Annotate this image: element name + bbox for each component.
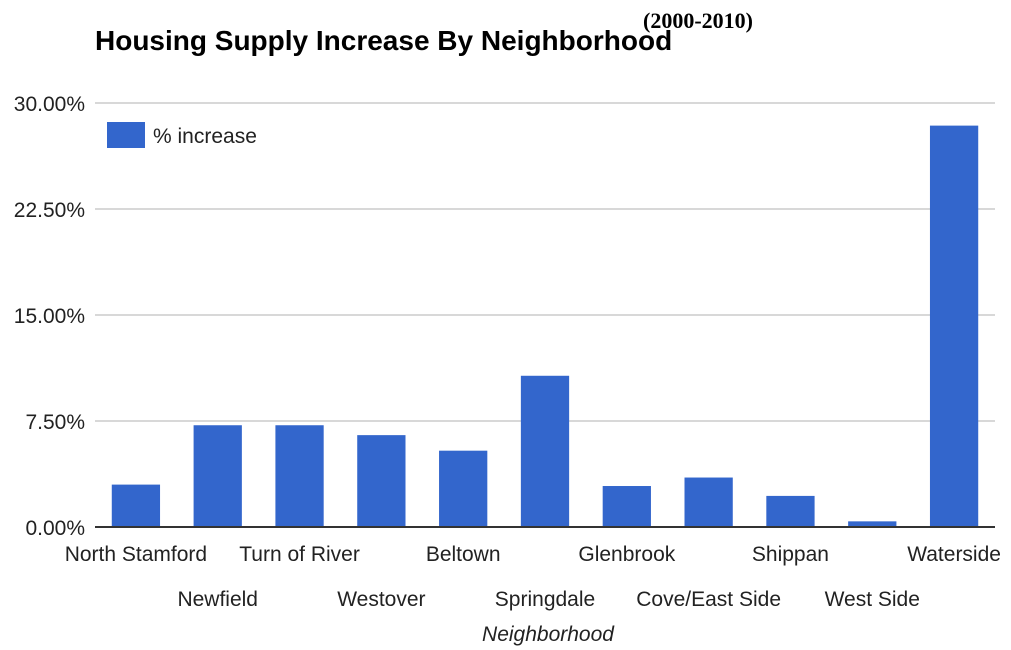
legend-swatch — [107, 122, 145, 148]
bar — [439, 450, 488, 527]
bar — [848, 521, 897, 527]
bar — [929, 125, 979, 527]
x-tick-label: Shippan — [752, 543, 829, 566]
x-tick-label: Waterside — [907, 543, 1001, 566]
x-tick-label: Newfield — [177, 588, 258, 611]
bars — [111, 125, 979, 527]
x-tick-label: Turn of River — [239, 543, 360, 566]
x-tick-label: Springdale — [495, 588, 595, 611]
x-tick-label: West Side — [825, 588, 920, 611]
x-tick-label: Beltown — [426, 543, 501, 566]
legend: % increase — [107, 122, 257, 148]
bar — [111, 484, 161, 527]
legend-label: % increase — [153, 125, 257, 148]
bar — [766, 495, 815, 527]
bar — [357, 435, 406, 527]
y-tick-label: 0.00% — [25, 517, 85, 540]
bar — [602, 486, 651, 527]
y-tick-label: 7.50% — [25, 411, 85, 434]
bar — [193, 425, 242, 527]
y-tick-label: 22.50% — [14, 199, 85, 222]
bar — [684, 477, 733, 527]
x-tick-label: North Stamford — [65, 543, 207, 566]
chart-subtitle: (2000-2010) — [643, 8, 753, 33]
y-tick-label: 15.00% — [14, 305, 85, 328]
x-tick-label: Westover — [337, 588, 425, 611]
x-tick-label: Cove/East Side — [636, 588, 781, 611]
bar — [520, 375, 570, 527]
grid-lines — [95, 102, 995, 422]
y-tick-label: 30.00% — [14, 93, 85, 116]
x-axis-title: Neighborhood — [482, 623, 615, 646]
x-axis-labels: North Stamford Newfield Turn of River Westo… — [65, 543, 1001, 611]
x-tick-label: Glenbrook — [578, 543, 675, 566]
chart-title: Housing Supply Increase By Neighborhood — [95, 25, 672, 56]
bar — [275, 425, 324, 527]
y-axis-ticks: 0.00% 7.50% 15.00% 22.50% 30.00% — [14, 93, 85, 540]
